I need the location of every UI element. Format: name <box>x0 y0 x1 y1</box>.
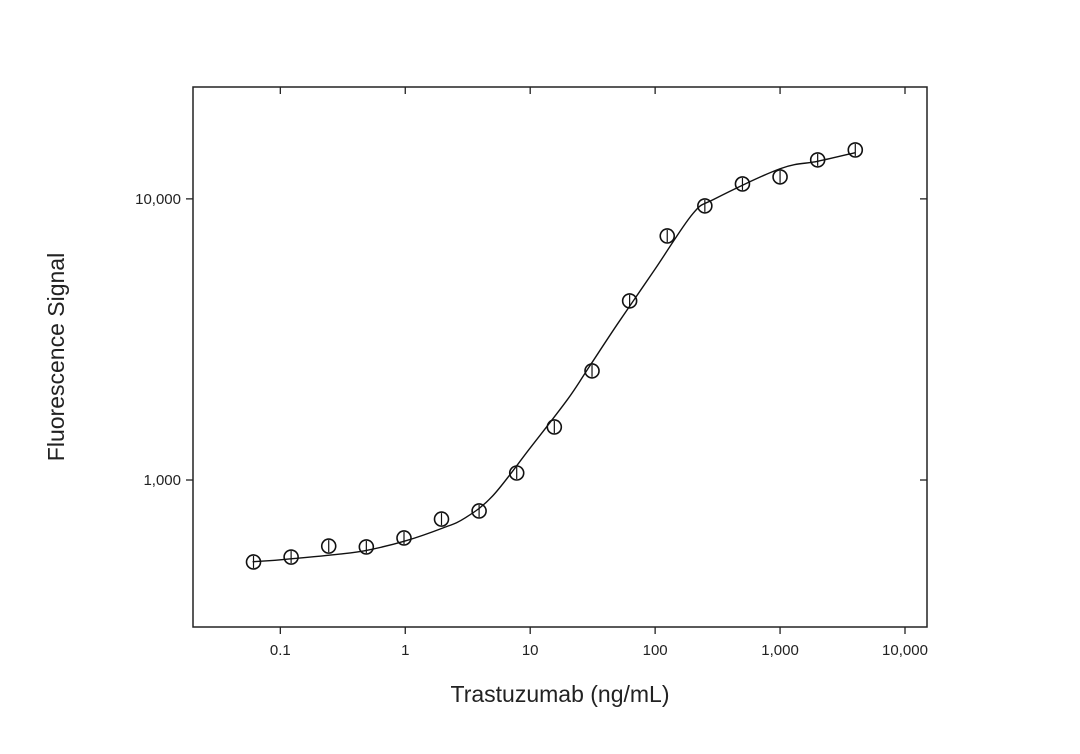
data-point <box>659 228 676 244</box>
plot-frame <box>192 86 928 628</box>
x-tick-label: 10,000 <box>882 642 928 659</box>
fit-curve <box>252 151 856 563</box>
x-tick-label: 1,000 <box>761 642 799 659</box>
y-tick-label: 10,000 <box>135 191 181 208</box>
data-point <box>471 503 487 519</box>
y-axis-label: Fluorescence Signal <box>43 253 69 461</box>
data-point <box>734 176 751 192</box>
x-tick-label: 1 <box>401 642 409 659</box>
data-point <box>358 539 375 555</box>
data-point <box>847 142 864 158</box>
x-tick-label: 100 <box>643 642 668 659</box>
y-tick-label: 1,000 <box>143 472 181 489</box>
data-point <box>320 538 337 554</box>
x-tick-label: 0.1 <box>270 642 291 659</box>
data-point <box>584 363 600 379</box>
x-axis-label: Trastuzumab (ng/mL) <box>451 681 670 707</box>
data-point <box>433 511 450 527</box>
data-point <box>697 198 713 214</box>
data-point <box>283 549 299 565</box>
data-point <box>396 530 412 546</box>
data-point <box>772 169 788 185</box>
x-tick-label: 10 <box>522 642 539 659</box>
data-point <box>621 293 638 309</box>
